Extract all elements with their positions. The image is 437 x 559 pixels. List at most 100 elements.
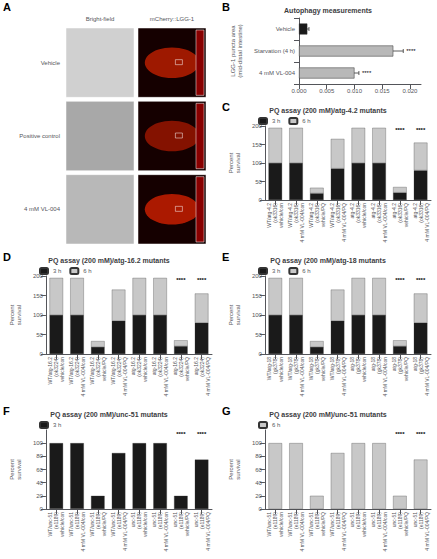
svg-text:0: 0: [259, 506, 263, 512]
svg-text:PQ assay (200 mM)/atg-18 mutan: PQ assay (200 mM)/atg-18 mutants: [270, 257, 386, 265]
svg-text:survival: survival: [16, 459, 22, 479]
svg-text:0: 0: [259, 351, 263, 357]
svg-text:20: 20: [36, 493, 43, 499]
svg-text:D: D: [3, 251, 11, 263]
svg-text:6 h: 6 h: [83, 268, 91, 274]
svg-text:vehicle/PQ: vehicle/PQ: [320, 512, 326, 536]
svg-text:4 mM VL-004/con: 4 mM VL-004/con: [163, 357, 169, 397]
svg-text:PQ assay (200 mM)/unc-51 mutan: PQ assay (200 mM)/unc-51 mutants: [269, 411, 387, 419]
svg-text:****: ****: [176, 277, 186, 283]
svg-text:Bright-field: Bright-field: [86, 16, 115, 22]
svg-text:100: 100: [33, 440, 44, 446]
svg-text:****: ****: [416, 277, 426, 283]
svg-text:50: 50: [36, 332, 43, 338]
svg-text:4 mM VL-004/con: 4 mM VL-004/con: [382, 203, 388, 243]
svg-text:PQ assay (200 mM)/unc-51 mutan: PQ assay (200 mM)/unc-51 mutants: [50, 411, 168, 419]
svg-text:100: 100: [252, 312, 263, 318]
svg-text:Vehicle: Vehicle: [276, 26, 296, 32]
svg-text:mCherry::LGG-1: mCherry::LGG-1: [150, 16, 195, 22]
svg-text:vehicle/con: vehicle/con: [59, 357, 65, 382]
svg-text:4 mM VL-004/con: 4 mM VL-004/con: [80, 512, 86, 552]
svg-text:0: 0: [40, 351, 44, 357]
svg-text:vehicle/PQ: vehicle/PQ: [320, 203, 326, 227]
svg-text:4 mM VL-004/PQ: 4 mM VL-004/PQ: [341, 512, 347, 551]
svg-text:4 mM VL-004/PQ: 4 mM VL-004/PQ: [122, 357, 128, 396]
svg-text:0.020: 0.020: [402, 88, 418, 94]
svg-text:vehicle/con: vehicle/con: [278, 357, 284, 382]
svg-text:****: ****: [362, 70, 372, 76]
svg-text:150: 150: [33, 293, 44, 299]
svg-text:60: 60: [36, 467, 43, 473]
svg-text:0: 0: [40, 506, 44, 512]
svg-text:3 h: 3 h: [53, 268, 61, 274]
svg-text:survival: survival: [16, 305, 22, 325]
svg-text:4 mM VL-004/PQ: 4 mM VL-004/PQ: [122, 512, 128, 551]
svg-text:4 mM VL-004: 4 mM VL-004: [259, 70, 296, 76]
svg-text:0.005: 0.005: [319, 88, 335, 94]
svg-text:vehicle/con: vehicle/con: [361, 357, 367, 382]
svg-text:4 mM VL-004/con: 4 mM VL-004/con: [299, 512, 305, 552]
svg-text:100: 100: [252, 440, 263, 446]
svg-text:40: 40: [36, 480, 43, 486]
svg-text:vehicle/con: vehicle/con: [278, 512, 284, 537]
svg-text:0.010: 0.010: [347, 88, 363, 94]
svg-text:vehicle/PQ: vehicle/PQ: [101, 357, 107, 381]
svg-text:vehicle/PQ: vehicle/PQ: [320, 357, 326, 381]
svg-text:3 h: 3 h: [272, 268, 280, 274]
svg-text:6 h: 6 h: [302, 118, 310, 124]
svg-text:4 mM VL-004/con: 4 mM VL-004/con: [299, 357, 305, 397]
svg-text:vehicle/PQ: vehicle/PQ: [403, 512, 409, 536]
svg-text:4 mM VL-004/PQ: 4 mM VL-004/PQ: [424, 357, 430, 396]
svg-text:0.015: 0.015: [375, 88, 391, 94]
svg-text:Percent: Percent: [228, 459, 234, 480]
svg-text:vehicle/con: vehicle/con: [59, 512, 65, 537]
svg-text:E: E: [222, 251, 229, 263]
svg-text:****: ****: [197, 431, 207, 437]
svg-text:100: 100: [252, 160, 263, 166]
svg-text:100: 100: [33, 312, 44, 318]
svg-text:survival: survival: [235, 459, 241, 479]
svg-text:survival: survival: [235, 305, 241, 325]
svg-text:PQ assay (200 mM)/atg-4.2 muta: PQ assay (200 mM)/atg-4.2 mutants: [269, 107, 387, 115]
svg-text:vehicle/con: vehicle/con: [278, 203, 284, 228]
svg-text:80: 80: [36, 453, 43, 459]
svg-text:vehicle/PQ: vehicle/PQ: [403, 357, 409, 381]
svg-text:6 h: 6 h: [302, 268, 310, 274]
svg-text:4 mM VL-004/PQ: 4 mM VL-004/PQ: [341, 203, 347, 242]
svg-text:****: ****: [395, 431, 405, 437]
svg-text:vehicle/PQ: vehicle/PQ: [101, 512, 107, 536]
svg-text:0: 0: [259, 197, 263, 203]
svg-text:4 mM VL-004/con: 4 mM VL-004/con: [80, 357, 86, 397]
svg-text:4 mM VL-004/PQ: 4 mM VL-004/PQ: [341, 357, 347, 396]
svg-text:60: 60: [255, 467, 262, 473]
svg-text:vehicle/con: vehicle/con: [361, 203, 367, 228]
svg-text:Positive control: Positive control: [19, 133, 60, 139]
svg-text:Percent: Percent: [9, 459, 15, 480]
svg-text:4 mM VL-004/con: 4 mM VL-004/con: [382, 357, 388, 397]
svg-text:6 h: 6 h: [272, 422, 280, 428]
svg-text:B: B: [222, 1, 230, 13]
svg-text:Percent: Percent: [228, 304, 234, 325]
svg-text:vehicle/con: vehicle/con: [361, 512, 367, 537]
svg-text:4 mM VL-004/PQ: 4 mM VL-004/PQ: [424, 203, 430, 242]
svg-text:150: 150: [252, 142, 263, 148]
svg-text:3 h: 3 h: [272, 118, 280, 124]
svg-text:Percent: Percent: [228, 152, 234, 173]
svg-text:Autophagy measurements: Autophagy measurements: [284, 7, 372, 15]
svg-text:3 h: 3 h: [53, 422, 61, 428]
svg-text:vehicle/PQ: vehicle/PQ: [184, 512, 190, 536]
svg-text:A: A: [3, 1, 11, 13]
svg-text:80: 80: [255, 453, 262, 459]
svg-text:****: ****: [395, 277, 405, 283]
svg-text:(mid-distal intestine): (mid-distal intestine): [237, 24, 243, 78]
svg-text:4 mM VL-004/con: 4 mM VL-004/con: [299, 203, 305, 243]
svg-text:50: 50: [255, 332, 262, 338]
svg-text:4 mM VL-004/PQ: 4 mM VL-004/PQ: [205, 512, 211, 551]
svg-text:50: 50: [255, 179, 262, 185]
svg-text:vehicle/PQ: vehicle/PQ: [403, 203, 409, 227]
svg-text:Vehicle: Vehicle: [41, 60, 61, 66]
svg-text:PQ assay (200 mM)/atg-16.2 mut: PQ assay (200 mM)/atg-16.2 mutants: [48, 257, 169, 265]
svg-text:****: ****: [416, 127, 426, 133]
svg-text:C: C: [222, 101, 230, 113]
svg-text:F: F: [3, 405, 10, 417]
